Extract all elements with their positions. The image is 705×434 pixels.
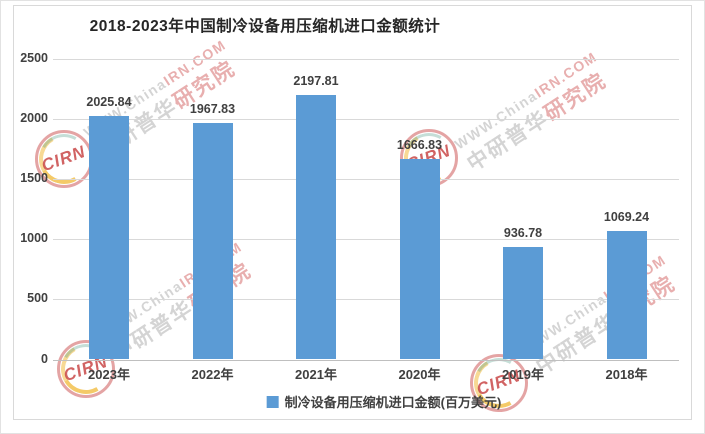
cirn-logo-text: CIRN	[39, 141, 89, 176]
y-axis-tick-label: 1500	[20, 170, 48, 185]
gridline	[53, 118, 679, 120]
x-axis-tick-label: 2023年	[88, 367, 130, 382]
cirn-seal-logo: CIRN	[57, 340, 115, 398]
bar	[399, 158, 440, 360]
x-axis-tick-label: 2019年	[502, 367, 544, 382]
y-axis-tick-label: 0	[41, 351, 48, 366]
chart-border	[13, 5, 692, 420]
cirn-seal-logo: CIRN	[400, 129, 458, 187]
legend-marker-icon	[266, 395, 279, 408]
legend-label: 制冷设备用压缩机进口金额(百万美元)	[284, 395, 502, 410]
y-axis-tick-label: 500	[27, 291, 48, 306]
chart-title: 2018-2023年中国制冷设备用压缩机进口金额统计	[89, 18, 441, 35]
x-axis-tick-label: 2018年	[605, 367, 648, 382]
y-axis-tick-label: 2000	[20, 110, 48, 125]
bar-value-label: 1069.24	[603, 209, 650, 224]
gridline	[53, 58, 679, 60]
watermark-text: WWW.ChinaIRN.COM 中研普华研究院	[520, 251, 680, 379]
y-axis-tick-label: 2500	[20, 50, 48, 65]
x-axis-tick-label: 2022年	[191, 367, 234, 382]
cirn-seal-logo: CIRN	[35, 130, 93, 188]
cirn-logo-text: CIRN	[61, 351, 111, 386]
bar-value-label: 2197.81	[293, 73, 339, 88]
x-axis-tick-label: 2021年	[295, 367, 337, 382]
bar-value-label: 1967.83	[189, 101, 236, 116]
bar-value-label: 936.78	[503, 225, 543, 240]
bar-value-label: 1666.83	[396, 137, 443, 152]
legend: 制冷设备用压缩机进口金额(百万美元)	[266, 392, 502, 411]
bar	[89, 115, 129, 360]
watermark-text: WWW.ChinaIRN.COM 中研普华研究院	[96, 238, 256, 366]
watermark-text: WWW.ChinaIRN.COM 中研普华研究院	[80, 36, 240, 164]
bar	[192, 122, 233, 360]
bar-value-label: 2025.84	[86, 94, 132, 109]
bar	[296, 94, 336, 360]
gridline	[53, 299, 679, 301]
watermark-text: WWW.ChinaIRN.COM 中研普华研究院	[451, 48, 611, 176]
gridline	[53, 239, 679, 241]
cirn-logo-text: CIRN	[404, 140, 454, 175]
x-axis-tick-label: 2020年	[398, 367, 441, 382]
bar	[503, 246, 543, 360]
gridline	[53, 178, 679, 180]
y-axis-tick-label: 1000	[20, 231, 48, 246]
x-axis-line	[53, 359, 679, 361]
bar	[606, 230, 647, 360]
